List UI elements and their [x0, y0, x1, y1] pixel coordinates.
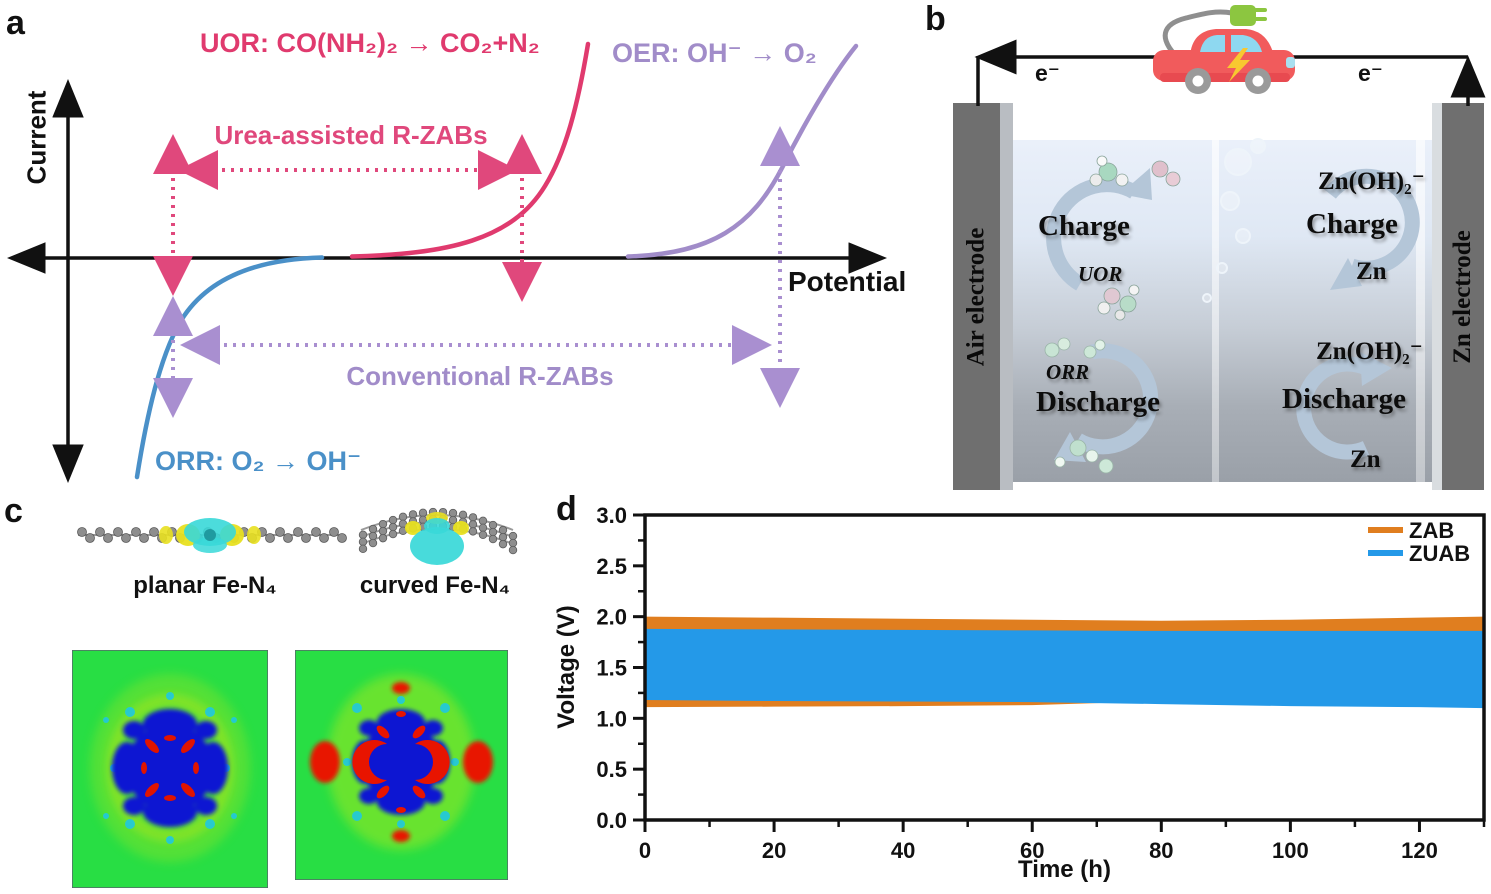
curved-fen4-label: curved Fe-N₄	[359, 572, 511, 599]
air-electrode-bar: Air electrode	[953, 103, 1000, 490]
red-marks	[141, 735, 199, 801]
zn-electrode-bar: Zn electrode	[1442, 103, 1484, 490]
zn-top-label: Zn	[1356, 258, 1387, 285]
lightning-bolt-icon	[1227, 48, 1250, 82]
voltage-band-zuab	[645, 628, 1484, 709]
red-marks	[352, 711, 450, 813]
potential-axis-label: Potential	[788, 266, 907, 297]
urea-molecules	[1089, 155, 1181, 321]
panel-d-letter: d	[556, 490, 577, 528]
curved-fen4-model	[358, 507, 518, 565]
electron-label-right: e⁻	[1358, 60, 1383, 86]
voltage-axis-label: Voltage (V)	[553, 605, 580, 729]
curved-density-map	[295, 650, 508, 880]
charge-right-label: Charge	[1306, 208, 1398, 240]
conventional-span-arrows	[153, 126, 800, 418]
zn-electrode-edge	[1432, 103, 1442, 490]
cyan-spots	[343, 696, 459, 828]
zn-side-strip	[1416, 140, 1425, 482]
planar-fen4-label: planar Fe-N₄	[133, 572, 277, 599]
x-tick-label: 60	[1020, 838, 1044, 863]
planar-density-map	[72, 650, 268, 888]
current-axis-label: Current	[21, 90, 52, 184]
x-tick-label: 100	[1272, 838, 1309, 863]
discharge-right-label: Discharge	[1282, 383, 1407, 415]
orr-process-label: ORR	[1046, 360, 1090, 384]
panel-a-schematic	[7, 41, 887, 483]
circuit-wires	[974, 39, 1486, 106]
panel-b-letter: b	[925, 0, 946, 38]
panel-a-letter: a	[6, 4, 25, 42]
electron-label-left: e⁻	[1035, 60, 1060, 86]
car-window-left	[1200, 35, 1225, 52]
conventional-label: Conventional R-ZABs	[346, 361, 614, 391]
zn-bottom-label: Zn	[1350, 446, 1381, 473]
y-tick-label: 0.5	[596, 757, 627, 782]
urea-span-arrows	[153, 134, 542, 302]
cycle-arrows	[1046, 168, 1420, 460]
blue-core	[112, 709, 228, 827]
y-axis-ticks: 0.0 0.5 1.0 1.5 2.0 2.5 3.0	[596, 503, 645, 833]
uor-process-label: UOR	[1078, 262, 1123, 286]
legend-label-zab: ZAB	[1409, 518, 1454, 543]
charge-left-label: Charge	[1038, 210, 1130, 242]
membrane-divider	[1212, 140, 1219, 482]
voltage-time-chart: 0.0 0.5 1.0 1.5 2.0 2.5 3.0 0 20 40 60 80 100 120 ZABZ…	[596, 503, 1486, 863]
legend-label-zuab: ZUAB	[1409, 541, 1470, 566]
discharge-left-label: Discharge	[1036, 386, 1161, 418]
panel-c-letter: c	[4, 492, 23, 530]
y-tick-label: 0.0	[596, 808, 627, 833]
panel-b-art	[974, 5, 1486, 474]
oer-equation: OER: OH⁻ → O₂	[612, 38, 817, 68]
y-tick-label: 3.0	[596, 503, 627, 528]
current-axis-label-wrap: Current	[18, 72, 56, 202]
y-tick-label: 2.0	[596, 605, 627, 630]
x-axis-ticks: 0 20 40 60 80 100 120	[639, 820, 1486, 863]
gas-bubbles	[1202, 138, 1266, 303]
oer-curve	[625, 43, 859, 259]
orr-curve	[134, 255, 325, 480]
x-tick-label: 80	[1149, 838, 1173, 863]
zincate-bottom-label: Zn(OH)₂⁻	[1316, 338, 1423, 365]
car-window-right	[1231, 35, 1262, 52]
y-tick-label: 1.0	[596, 706, 627, 731]
urea-assisted-label: Urea-assisted R-ZABs	[214, 120, 488, 150]
x-tick-label: 20	[762, 838, 786, 863]
uor-equation: UOR: CO(NH₂)₂ → CO₂+N₂	[200, 28, 540, 58]
oxygen-molecules	[1044, 337, 1114, 474]
x-tick-label: 0	[639, 838, 651, 863]
air-electrode-edge	[1000, 103, 1013, 490]
x-tick-label: 40	[891, 838, 915, 863]
uor-curve	[349, 41, 591, 259]
y-tick-label: 2.5	[596, 554, 627, 579]
planar-fen4-model	[77, 518, 347, 553]
red-lobes	[310, 682, 493, 842]
y-axis-label-wrap: Voltage (V)	[550, 553, 584, 781]
time-axis-label: Time (h)	[1018, 856, 1111, 883]
electric-car-icon	[1153, 5, 1295, 94]
zincate-top-label: Zn(OH)₂⁻	[1318, 168, 1425, 195]
charging-plug-icon	[1230, 5, 1256, 26]
y-tick-label: 1.5	[596, 656, 627, 681]
car-headlight	[1286, 57, 1295, 68]
x-tick-label: 120	[1401, 838, 1438, 863]
orr-equation: ORR: O₂ → OH⁻	[155, 446, 362, 476]
